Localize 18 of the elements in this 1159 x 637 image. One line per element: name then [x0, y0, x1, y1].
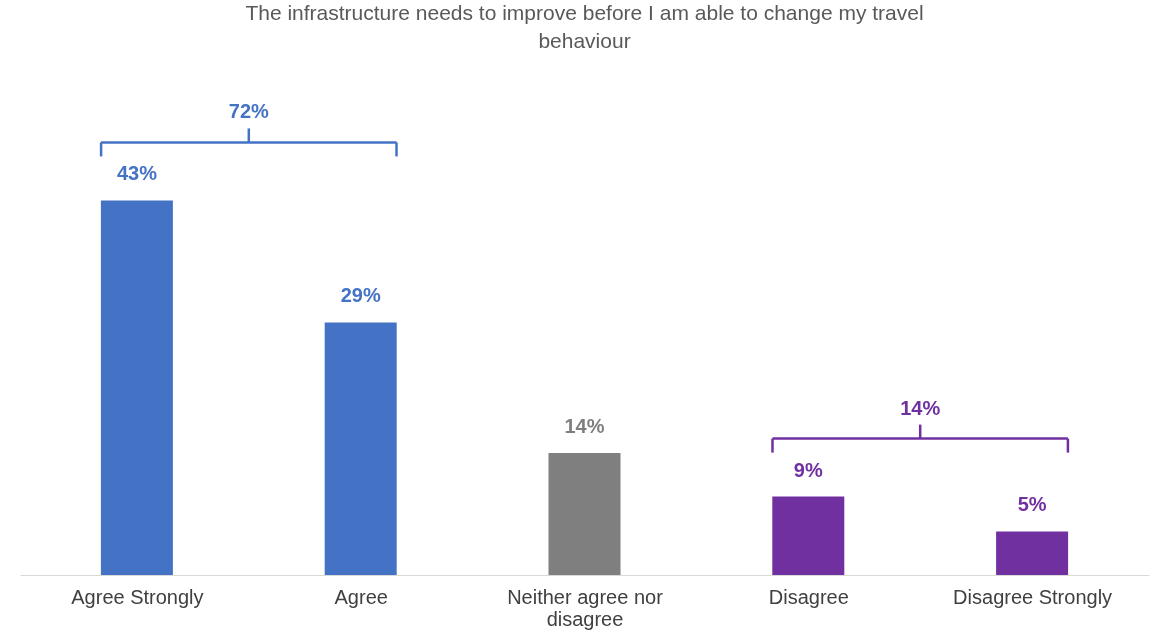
data-label: 29%: [340, 284, 381, 307]
data-label: 43%: [116, 162, 158, 185]
bar: [548, 453, 621, 575]
x-tick-label: Agree: [334, 585, 388, 608]
data-label: 14%: [564, 415, 605, 438]
x-tick-label: Neither agree nor disagree: [507, 585, 664, 630]
bar: [772, 496, 845, 575]
x-tick-label: Agree Strongly: [71, 585, 204, 608]
x-tick-label: Disagree: [768, 585, 849, 608]
bar: [100, 200, 173, 575]
x-tick-label: Disagree Strongly: [953, 585, 1113, 608]
bar: [324, 322, 397, 575]
annotation: 14%: [900, 396, 941, 419]
text: 72%: [228, 100, 270, 123]
bar: [996, 531, 1069, 575]
data-label: 5%: [1017, 493, 1047, 516]
data-label: 9%: [793, 458, 823, 481]
chart-title: The infrastructure needs to improve before I am able to change my travel behaviour: [245, 1, 924, 53]
